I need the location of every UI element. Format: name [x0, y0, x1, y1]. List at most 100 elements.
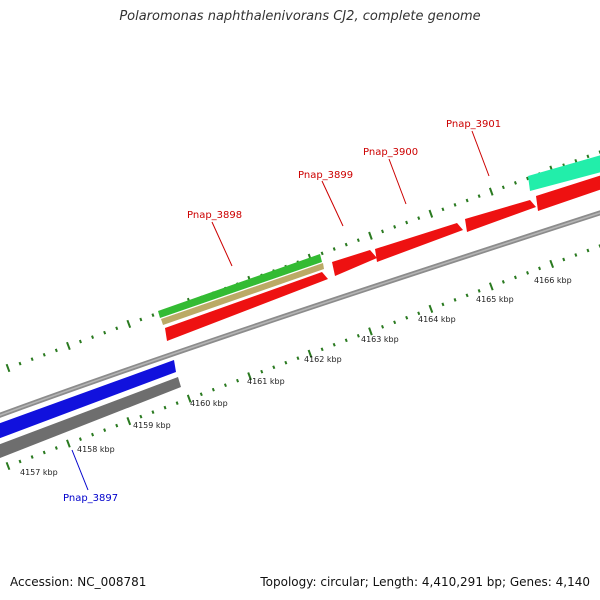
inner-tick-23 [284, 360, 288, 365]
inner-tick-15 [186, 394, 192, 403]
outer-tick-33 [405, 220, 409, 225]
inner-tick-0 [5, 461, 11, 471]
inner-tick-26 [320, 347, 324, 352]
outer-tick-2 [30, 357, 34, 362]
inner-tick-33 [405, 315, 409, 320]
inner-tick-1 [18, 459, 22, 464]
inner-tick-3 [42, 450, 46, 455]
outer-tick-48 [586, 154, 590, 159]
inner-tick-47 [574, 253, 578, 257]
outer-tick-3 [42, 352, 46, 357]
inner-tick-40 [488, 282, 494, 291]
topology-text: Topology: circular; Length: 4,410,291 bp… [260, 575, 590, 589]
outer-tick-43 [526, 176, 530, 181]
inner-tick-28 [344, 338, 348, 343]
inner-tick-18 [223, 383, 227, 388]
outer-tick-27 [332, 247, 336, 251]
backbone-cap [0, 212, 600, 416]
scale-labels: 4157 kbp 4158 kbp 4159 kbp 4160 kbp 4161… [20, 276, 572, 477]
gene-pnap-3900-arrow[interactable] [375, 223, 463, 262]
outer-tick-41 [501, 185, 505, 190]
inner-tick-22 [272, 365, 276, 370]
outer-tick-36 [441, 207, 445, 212]
inner-tick-8 [103, 428, 107, 432]
gene-pnap-3899-arrow[interactable] [332, 250, 377, 276]
gene-pnap-3898-arrow[interactable] [165, 272, 328, 341]
inner-tick-20 [247, 372, 252, 381]
inner-tick-38 [465, 293, 469, 298]
leader-pnap-3900 [388, 158, 407, 205]
inner-tick-17 [211, 387, 215, 392]
inner-tick-10 [126, 417, 132, 426]
leader-pnap-3899 [321, 180, 344, 227]
gene-pnap-3897-arrow[interactable] [0, 360, 176, 440]
inner-tick-14 [175, 401, 179, 405]
outer-tick-39 [477, 194, 481, 198]
reverse-strand-features [0, 360, 181, 460]
leader-pnap-3897 [71, 449, 89, 491]
inner-tick-24 [296, 356, 300, 361]
inner-tick-2 [30, 455, 34, 459]
outer-tick-47 [574, 158, 578, 163]
tan-feature[interactable] [161, 263, 324, 325]
accession-text: Accession: NC_008781 [10, 575, 147, 589]
outer-tick-26 [320, 251, 324, 256]
label-pnap-3899[interactable]: Pnap_3899 [298, 170, 353, 181]
outer-tick-32 [393, 225, 397, 229]
scale-label-4163: 4163 kbp [361, 335, 399, 344]
inner-tick-11 [139, 414, 143, 419]
inner-tick-37 [453, 298, 457, 302]
inner-tick-29 [356, 333, 360, 338]
scale-label-4158: 4158 kbp [77, 445, 115, 454]
gene-pnap-3901-arrow[interactable] [465, 200, 536, 232]
green-feature[interactable] [158, 254, 322, 318]
scale-label-4160: 4160 kbp [190, 399, 228, 408]
outer-tick-40 [488, 187, 494, 196]
inner-tick-6 [78, 437, 82, 441]
gene-label-leaders [71, 130, 490, 491]
inner-tick-16 [199, 392, 203, 397]
outer-tick-12 [151, 313, 155, 317]
inner-tick-41 [501, 280, 505, 284]
label-pnap-3897[interactable]: Pnap_3897 [63, 493, 118, 504]
map-title: Polaromonas naphthalenivorans CJ2, compl… [119, 9, 481, 24]
inner-tick-13 [163, 405, 167, 410]
outer-tick-29 [356, 238, 360, 243]
outer-tick-0 [5, 363, 11, 373]
inner-tick-30 [368, 327, 373, 336]
outer-tick-31 [381, 229, 385, 234]
inner-tick-34 [417, 311, 421, 316]
label-pnap-3901[interactable]: Pnap_3901 [446, 119, 501, 130]
outer-tick-7 [91, 335, 95, 339]
outer-tick-34 [417, 216, 421, 220]
scale-label-4161: 4161 kbp [247, 377, 285, 386]
scale-label-4166: 4166 kbp [534, 276, 572, 285]
outer-tick-5 [66, 341, 71, 351]
inner-tick-12 [151, 410, 155, 414]
leader-pnap-3901 [471, 130, 490, 177]
scale-label-4157: 4157 kbp [20, 468, 58, 477]
reverse-gray-feature[interactable] [0, 377, 181, 460]
scale-label-4165: 4165 kbp [476, 295, 514, 304]
aqua-feature[interactable] [528, 154, 600, 191]
label-pnap-3898[interactable]: Pnap_3898 [187, 210, 242, 221]
inner-tick-48 [586, 248, 590, 253]
outer-tick-10 [126, 319, 132, 329]
inner-tick-27 [332, 342, 336, 347]
inner-tick-32 [393, 320, 397, 325]
inner-tick-39 [477, 289, 481, 293]
backbone-upper [0, 210, 600, 418]
inner-tick-43 [526, 271, 530, 275]
label-pnap-3900[interactable]: Pnap_3900 [363, 147, 418, 158]
outer-tick-30 [368, 231, 373, 240]
inner-tick-45 [549, 259, 555, 269]
outer-tick-8 [103, 330, 107, 335]
outer-tick-11 [139, 317, 143, 322]
inner-tick-35 [428, 304, 434, 313]
inner-tick-42 [513, 275, 517, 280]
red-feature-right[interactable] [536, 174, 600, 211]
inner-tick-46 [562, 257, 566, 262]
scale-label-4164: 4164 kbp [418, 315, 456, 324]
